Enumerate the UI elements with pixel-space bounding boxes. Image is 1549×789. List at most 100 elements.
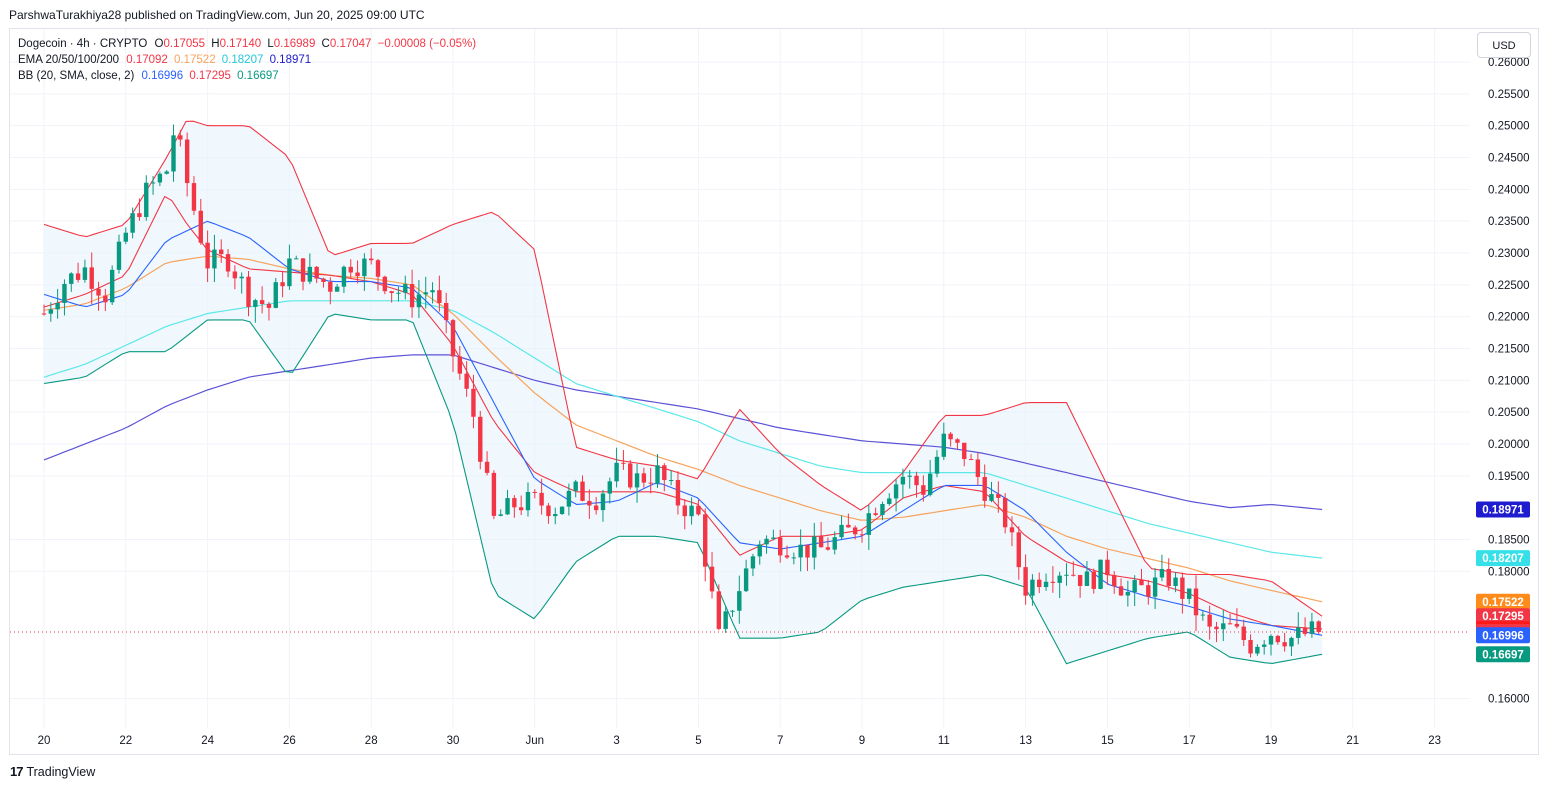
candle-body[interactable] [1268,635,1274,645]
candle-body[interactable] [266,303,272,308]
candle-body[interactable] [614,462,619,482]
candle-body[interactable] [341,266,347,287]
candle-body[interactable] [1261,644,1267,647]
candle-body[interactable] [553,514,558,517]
candle-body[interactable] [375,260,381,277]
candle-body[interactable] [1227,623,1233,625]
candle-body[interactable] [75,273,81,280]
candle-body[interactable] [69,273,74,284]
candle-body[interactable] [696,505,701,515]
candle-body[interactable] [539,492,544,506]
candle-body[interactable] [566,490,572,507]
candle-body[interactable] [232,271,238,279]
candle-body[interactable] [1043,581,1049,588]
candle-body[interactable] [280,282,285,287]
candle-body[interactable] [389,291,394,294]
candle-body[interactable] [321,278,326,282]
candle-body[interactable] [1050,581,1056,583]
candle-body[interactable] [191,183,197,211]
candle-body[interactable] [927,473,933,495]
candle-body[interactable] [634,473,640,488]
candle-body[interactable] [55,302,60,310]
candle-body[interactable] [798,544,803,558]
candle-body[interactable] [682,505,687,517]
candle-body[interactable] [866,513,872,535]
candle-body[interactable] [1255,646,1260,654]
candle-body[interactable] [839,524,844,538]
candle-body[interactable] [1030,579,1035,596]
candle-body[interactable] [239,276,244,279]
candle-body[interactable] [907,475,912,477]
candle-body[interactable] [859,534,865,536]
candle-body[interactable] [703,514,708,567]
candle-body[interactable] [1139,580,1144,586]
candle-body[interactable] [328,281,333,292]
candle-body[interactable] [1275,635,1281,643]
candle-body[interactable] [914,475,919,486]
candle-body[interactable] [962,442,967,460]
candle-body[interactable] [1146,585,1151,597]
candle-body[interactable] [1193,588,1199,616]
candle-body[interactable] [968,459,974,461]
candle-body[interactable] [546,505,551,517]
candle-body[interactable] [1064,574,1069,576]
candle-body[interactable] [1002,497,1008,528]
candle-body[interactable] [628,463,633,488]
candle-body[interactable] [512,498,517,508]
candle-body[interactable] [573,481,578,491]
symbol-label[interactable]: Dogecoin · 4h · CRYPTO [18,38,148,50]
candle-body[interactable] [403,284,408,293]
candle-body[interactable] [1105,559,1110,576]
candle-body[interactable] [730,610,735,612]
candle-body[interactable] [975,459,981,477]
candle-body[interactable] [525,491,531,511]
candle-body[interactable] [184,139,190,184]
candle-body[interactable] [48,309,54,314]
candle-body[interactable] [1180,577,1185,599]
candle-body[interactable] [805,544,810,558]
candle-body[interactable] [355,272,360,277]
candle-body[interactable] [593,505,599,511]
candle-body[interactable] [955,439,960,443]
candle-body[interactable] [887,498,892,505]
candle-body[interactable] [144,182,149,218]
candle-body[interactable] [1023,567,1028,596]
candle-body[interactable] [103,295,108,303]
candle-body[interactable] [1125,591,1131,596]
candle-body[interactable] [457,356,463,374]
candle-body[interactable] [1016,532,1021,568]
candle-body[interactable] [600,493,606,511]
candle-body[interactable] [1037,579,1042,588]
candle-body[interactable] [1289,637,1294,647]
candle-body[interactable] [771,537,776,539]
candle-body[interactable] [1221,623,1226,630]
candle-body[interactable] [484,461,490,473]
candle-body[interactable] [1071,574,1076,576]
candle-body[interactable] [1112,575,1117,587]
candle-body[interactable] [1159,568,1165,578]
candle-body[interactable] [150,182,156,184]
candle-body[interactable] [621,462,626,464]
candle-body[interactable] [900,476,906,485]
candle-body[interactable] [1207,614,1212,627]
candle-body[interactable] [1296,627,1301,638]
candle-body[interactable] [137,213,142,218]
candle-body[interactable] [1200,614,1206,616]
candle-body[interactable] [1241,626,1246,641]
candle-body[interactable] [423,292,428,295]
candle-body[interactable] [737,591,742,611]
candle-body[interactable] [478,416,483,462]
candle-body[interactable] [123,232,128,242]
candle-body[interactable] [62,283,67,303]
candle-body[interactable] [791,557,797,559]
candle-body[interactable] [205,242,210,269]
candle-body[interactable] [164,171,169,174]
candle-body[interactable] [273,282,278,308]
candle-body[interactable] [1316,621,1321,633]
candle-body[interactable] [1009,527,1015,533]
candle-body[interactable] [1282,642,1287,647]
candle-body[interactable] [443,302,449,321]
candle-body[interactable] [498,514,503,516]
candle-body[interactable] [648,482,653,484]
candle-body[interactable] [934,456,940,474]
